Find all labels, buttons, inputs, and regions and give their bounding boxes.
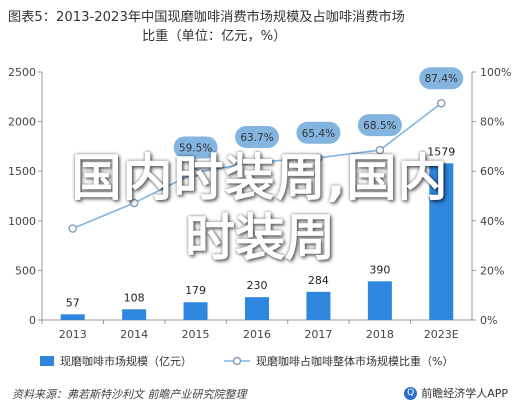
bar-data-label: 179 [185, 284, 206, 297]
y-left-tick-label: 500 [15, 264, 36, 277]
bar-data-label: 230 [247, 279, 268, 292]
bar-data-label: 284 [308, 274, 329, 287]
bar [122, 309, 147, 320]
x-tick-label: 2014 [120, 328, 148, 341]
y-right-tick-label: 40% [480, 215, 504, 228]
share-label-bubble [173, 136, 218, 159]
share-label-bubble [419, 67, 464, 90]
share-point [191, 168, 200, 177]
chart-title: 图表5：2013-2023年中国现磨咖啡消费市场规模及占咖啡消费市场 比重（单位… [8, 8, 512, 46]
publisher-logo-icon: Q [404, 386, 418, 400]
bar [367, 281, 392, 320]
y-left-tick-label: 1000 [8, 215, 36, 228]
y-right-tick-label: 60% [480, 165, 504, 178]
share-point [375, 145, 385, 155]
y-right-tick-label: 100% [480, 66, 511, 79]
x-tick-label: 2017 [304, 328, 332, 341]
share-data-label: 59.5% [179, 142, 212, 154]
share-point [314, 153, 323, 163]
bar [429, 163, 454, 320]
publisher-logo: Q 前瞻经济学人APP [404, 385, 508, 401]
bar [183, 302, 208, 320]
x-tick-label: 2023E [424, 328, 459, 341]
chart-title-line-1: 图表5：2013-2023年中国现磨咖啡消费市场规模及占咖啡消费市场 [8, 10, 405, 25]
x-tick-label: 2015 [182, 328, 210, 341]
share-point [129, 198, 139, 208]
share-label-bubble [235, 126, 279, 149]
y-right-tick-label: 80% [480, 116, 504, 129]
y-right-tick-label: 0% [480, 314, 497, 327]
bar [306, 291, 331, 320]
share-data-label: 68.5% [363, 120, 396, 132]
legend-bar-label: 现磨咖啡市场规模（亿元） [60, 354, 192, 368]
share-label-bubble [296, 121, 341, 144]
y-left-tick-label: 2500 [8, 66, 36, 79]
bar-data-label: 57 [66, 296, 80, 309]
publisher-logo-text: 前瞻经济学人APP [421, 387, 508, 400]
bar [60, 314, 85, 320]
share-data-label: 65.4% [302, 128, 335, 140]
chart-title-line-2: 比重（单位：亿元，%） [142, 29, 287, 44]
legend-bar-swatch [40, 356, 54, 366]
bar-data-label: 390 [369, 263, 390, 276]
share-point [252, 157, 262, 167]
share-data-label: 87.4% [425, 73, 458, 85]
share-label-bubble [357, 114, 402, 137]
legend-line-marker [232, 356, 242, 366]
share-point [436, 98, 446, 108]
bar [245, 297, 269, 320]
x-tick-label: 2016 [243, 328, 271, 341]
y-left-tick-label: 2000 [8, 116, 36, 129]
bar-data-label: 108 [124, 291, 145, 304]
y-left-tick-label: 0 [29, 314, 36, 327]
y-right-tick-label: 20% [480, 264, 504, 277]
share-data-label: 63.7% [240, 132, 273, 144]
legend-line-label: 现磨咖啡占咖啡整体市场规模比重（%） [256, 354, 453, 368]
x-tick-label: 2018 [366, 328, 394, 341]
y-left-tick-label: 1500 [8, 165, 36, 178]
source-note: 资料来源：弗若斯特沙利文 前瞻产业研究院整理 [12, 388, 247, 401]
share-point [68, 224, 78, 233]
bar-data-label: 1579 [427, 145, 455, 158]
x-tick-label: 2013 [59, 328, 87, 341]
